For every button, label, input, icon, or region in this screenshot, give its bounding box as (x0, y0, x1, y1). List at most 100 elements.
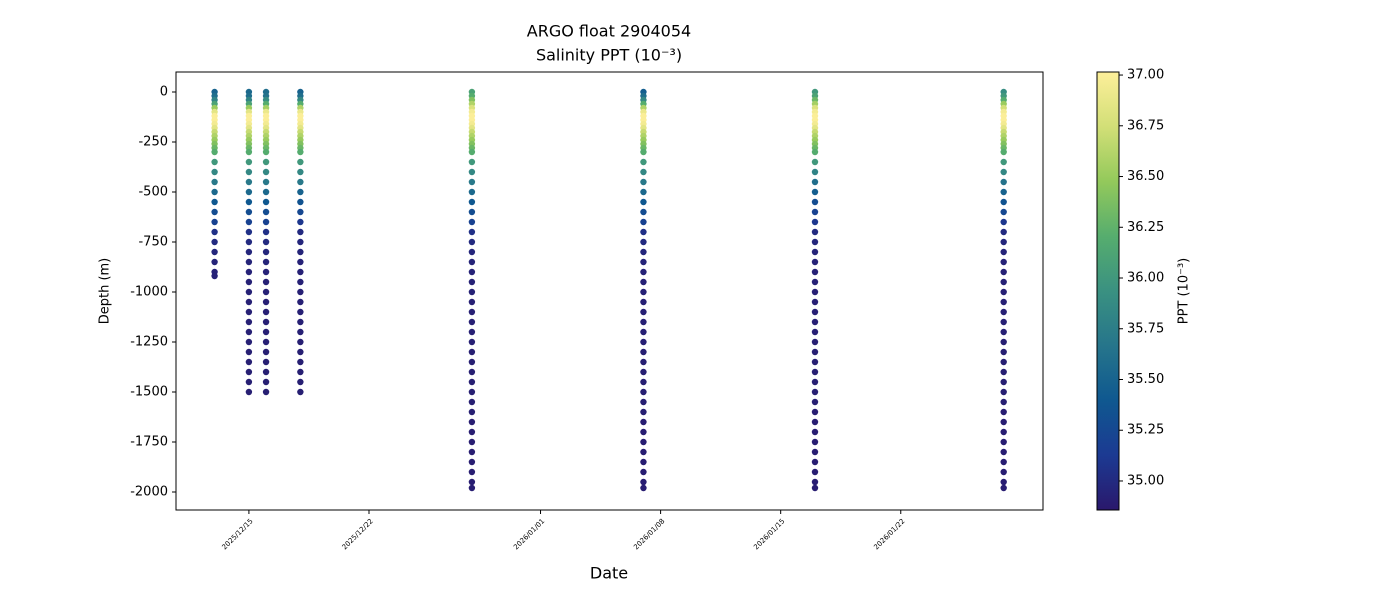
data-point (811, 178, 819, 186)
data-point (640, 428, 647, 436)
plot-frame (175, 71, 1044, 511)
data-point (1000, 188, 1007, 196)
data-point (468, 458, 476, 466)
data-point (811, 398, 819, 406)
data-point (262, 388, 270, 396)
data-point (811, 388, 819, 396)
data-point (262, 258, 270, 266)
data-point (297, 308, 304, 316)
data-point (640, 348, 647, 356)
data-point (468, 268, 476, 276)
data-point (262, 228, 270, 236)
data-point (640, 448, 647, 456)
data-point (811, 484, 819, 492)
data-point (297, 358, 304, 366)
data-point (468, 248, 476, 256)
data-point (245, 328, 253, 336)
data-point (211, 248, 218, 256)
data-point (811, 408, 819, 416)
data-point (1000, 248, 1007, 256)
data-point (297, 168, 304, 176)
data-point (640, 398, 647, 406)
data-point (811, 268, 819, 276)
data-point (297, 238, 304, 246)
data-point (1000, 258, 1007, 266)
colorbar-tick-label: 35.50 (1127, 372, 1164, 387)
data-point (245, 378, 253, 386)
data-point (468, 208, 476, 216)
data-point (262, 348, 270, 356)
data-point (211, 272, 218, 280)
data-point (811, 478, 819, 486)
data-point (297, 388, 304, 396)
data-point (1000, 468, 1007, 476)
data-point (811, 378, 819, 386)
data-point (640, 148, 647, 156)
data-point (1000, 398, 1007, 406)
data-point (811, 308, 819, 316)
data-point (1000, 338, 1007, 346)
data-point (245, 148, 253, 156)
data-point (468, 258, 476, 266)
data-point (245, 208, 253, 216)
data-point (1000, 198, 1007, 206)
data-point (297, 338, 304, 346)
data-point (640, 258, 647, 266)
x-axis-label: Date (590, 564, 628, 583)
data-point (811, 188, 819, 196)
data-point (468, 478, 476, 486)
data-point (1000, 358, 1007, 366)
data-point (262, 278, 270, 286)
data-point (640, 468, 647, 476)
data-point (1000, 208, 1007, 216)
data-point (811, 238, 819, 246)
data-point (245, 278, 253, 286)
data-point (468, 408, 476, 416)
data-point (468, 158, 476, 166)
data-point (468, 218, 476, 226)
y-tick-label: -2000 (130, 485, 168, 500)
data-point (640, 308, 647, 316)
data-point (640, 418, 647, 426)
data-point (468, 418, 476, 426)
data-point (262, 338, 270, 346)
colorbar-tick-label: 36.75 (1127, 118, 1164, 133)
data-point (245, 338, 253, 346)
data-point (468, 468, 476, 476)
data-point (211, 258, 218, 266)
data-point (811, 328, 819, 336)
data-point (262, 378, 270, 386)
data-point (640, 238, 647, 246)
data-point (468, 358, 476, 366)
data-point (1000, 158, 1007, 166)
data-point (297, 248, 304, 256)
data-point (211, 218, 218, 226)
y-tick-label: -1000 (130, 285, 168, 300)
data-point (1000, 288, 1007, 296)
data-point (262, 358, 270, 366)
data-point (1000, 448, 1007, 456)
data-point (297, 208, 304, 216)
data-point (245, 308, 253, 316)
data-point (1000, 178, 1007, 186)
data-point (245, 318, 253, 326)
data-point (640, 228, 647, 236)
data-point (468, 178, 476, 186)
data-point (211, 228, 218, 236)
data-point (245, 368, 253, 376)
data-point (245, 248, 253, 256)
data-point (640, 278, 647, 286)
data-point (245, 298, 253, 306)
data-point (468, 484, 476, 492)
data-point (262, 208, 270, 216)
data-point (245, 168, 253, 176)
data-point (640, 368, 647, 376)
data-point (640, 178, 647, 186)
data-point (1000, 428, 1007, 436)
data-point (468, 328, 476, 336)
data-point (811, 258, 819, 266)
data-point (262, 178, 270, 186)
data-point (811, 148, 819, 156)
data-point (297, 378, 304, 386)
data-point (297, 368, 304, 376)
